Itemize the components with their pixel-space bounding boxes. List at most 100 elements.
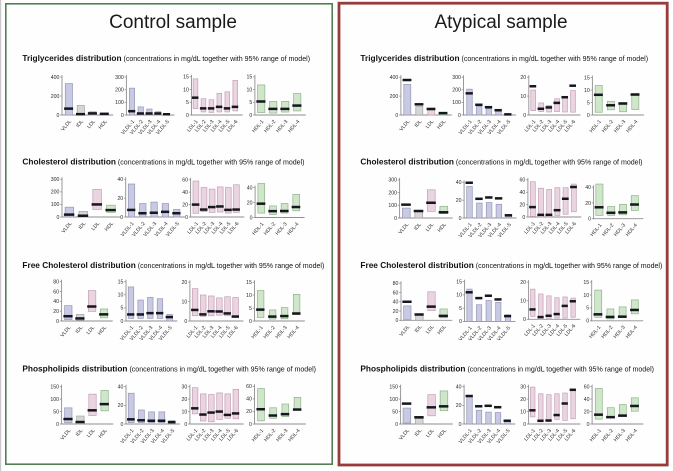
svg-text:80: 80	[53, 280, 59, 286]
svg-text:40: 40	[246, 397, 252, 403]
svg-text:10: 10	[246, 293, 252, 299]
svg-text:50: 50	[392, 409, 398, 415]
svg-text:200: 200	[388, 190, 397, 196]
svg-text:200: 200	[452, 88, 461, 94]
svg-text:10: 10	[456, 293, 462, 299]
svg-text:40: 40	[584, 397, 590, 403]
svg-text:40: 40	[53, 299, 59, 305]
svg-text:400: 400	[51, 75, 60, 81]
svg-text:LDL: LDL	[86, 325, 97, 336]
svg-text:10: 10	[182, 299, 188, 305]
svg-text:IDL: IDL	[75, 325, 85, 335]
svg-text:0: 0	[56, 422, 59, 428]
svg-text:0: 0	[459, 216, 462, 222]
svg-text:0: 0	[523, 422, 526, 428]
svg-text:60: 60	[53, 289, 59, 295]
svg-text:100: 100	[389, 397, 398, 403]
svg-text:5: 5	[587, 100, 590, 106]
svg-text:0: 0	[121, 319, 124, 325]
svg-text:10: 10	[584, 88, 590, 94]
svg-text:40: 40	[182, 190, 188, 196]
svg-text:20: 20	[585, 201, 591, 207]
svg-text:IDL: IDL	[75, 119, 85, 129]
svg-text:10: 10	[182, 409, 188, 415]
svg-text:HDL: HDL	[437, 428, 448, 440]
svg-text:20: 20	[520, 75, 526, 81]
svg-text:200: 200	[390, 94, 399, 100]
svg-text:60: 60	[182, 178, 188, 184]
svg-text:5: 5	[186, 100, 189, 106]
svg-text:15: 15	[456, 280, 462, 286]
svg-text:0: 0	[186, 113, 189, 119]
svg-text:0: 0	[121, 113, 124, 119]
svg-text:LDL: LDL	[425, 119, 436, 130]
svg-text:100: 100	[115, 100, 124, 106]
svg-text:Cholesterol distribution (conc: Cholesterol distribution (concentrations…	[360, 157, 642, 167]
svg-text:300: 300	[51, 177, 60, 183]
svg-text:0: 0	[459, 422, 462, 428]
svg-text:Atypical sample: Atypical sample	[434, 12, 567, 33]
svg-text:0: 0	[395, 422, 398, 428]
svg-text:20: 20	[117, 196, 123, 202]
svg-text:5: 5	[459, 306, 462, 312]
svg-text:HDL: HDL	[98, 428, 109, 440]
svg-text:300: 300	[115, 75, 124, 81]
svg-text:20: 20	[182, 397, 188, 403]
svg-text:15: 15	[247, 75, 253, 81]
svg-text:LDL: LDL	[86, 119, 97, 130]
svg-text:10: 10	[520, 94, 526, 100]
svg-text:0: 0	[184, 319, 187, 325]
svg-text:LDL: LDL	[425, 428, 436, 439]
svg-text:Cholesterol distribution (conc: Cholesterol distribution (concentrations…	[22, 157, 304, 167]
svg-text:0: 0	[587, 113, 590, 119]
svg-text:10: 10	[118, 293, 124, 299]
svg-text:20: 20	[182, 280, 188, 286]
svg-text:10: 10	[520, 409, 526, 415]
svg-text:0: 0	[185, 215, 188, 221]
svg-text:20: 20	[53, 309, 59, 315]
svg-text:LDL: LDL	[425, 222, 436, 233]
svg-text:0: 0	[249, 113, 252, 119]
svg-text:40: 40	[520, 190, 526, 196]
svg-text:0: 0	[458, 113, 461, 119]
svg-text:Phospholipids distribution (co: Phospholipids distribution (concentratio…	[360, 364, 654, 374]
svg-text:200: 200	[51, 94, 60, 100]
svg-text:150: 150	[50, 385, 59, 391]
svg-text:30: 30	[182, 385, 188, 391]
svg-text:LDL: LDL	[91, 221, 102, 232]
svg-text:20: 20	[456, 403, 462, 409]
svg-text:150: 150	[389, 385, 398, 391]
svg-text:IDL: IDL	[75, 428, 85, 438]
svg-text:15: 15	[118, 280, 124, 286]
svg-text:0: 0	[587, 422, 590, 428]
svg-text:100: 100	[51, 202, 60, 208]
svg-text:20: 20	[246, 409, 252, 415]
svg-text:15: 15	[183, 75, 189, 81]
svg-text:60: 60	[584, 385, 590, 391]
svg-text:15: 15	[583, 280, 589, 286]
svg-text:Free Cholesterol distribution: Free Cholesterol distribution (concentra…	[22, 260, 324, 270]
svg-text:HDL: HDL	[437, 222, 448, 234]
svg-text:20: 20	[393, 309, 399, 315]
svg-text:0: 0	[249, 422, 252, 428]
svg-text:60: 60	[520, 178, 526, 184]
svg-text:0: 0	[394, 216, 397, 222]
svg-text:IDL: IDL	[413, 222, 423, 232]
svg-text:20: 20	[456, 198, 462, 204]
svg-text:10: 10	[183, 87, 189, 93]
svg-text:40: 40	[247, 185, 253, 191]
svg-text:0: 0	[588, 217, 591, 223]
svg-text:HDL: HDL	[104, 221, 115, 233]
svg-text:20: 20	[520, 202, 526, 208]
svg-text:0: 0	[459, 319, 462, 325]
svg-text:20: 20	[118, 403, 124, 409]
svg-text:IDL: IDL	[78, 221, 88, 231]
svg-text:5: 5	[249, 100, 252, 106]
svg-text:5: 5	[586, 306, 589, 312]
svg-text:HDL: HDL	[436, 119, 447, 131]
svg-text:HDL: HDL	[98, 119, 109, 131]
svg-text:0: 0	[249, 319, 252, 325]
svg-text:40: 40	[118, 385, 124, 391]
svg-text:0: 0	[522, 215, 525, 221]
svg-text:5: 5	[249, 306, 252, 312]
